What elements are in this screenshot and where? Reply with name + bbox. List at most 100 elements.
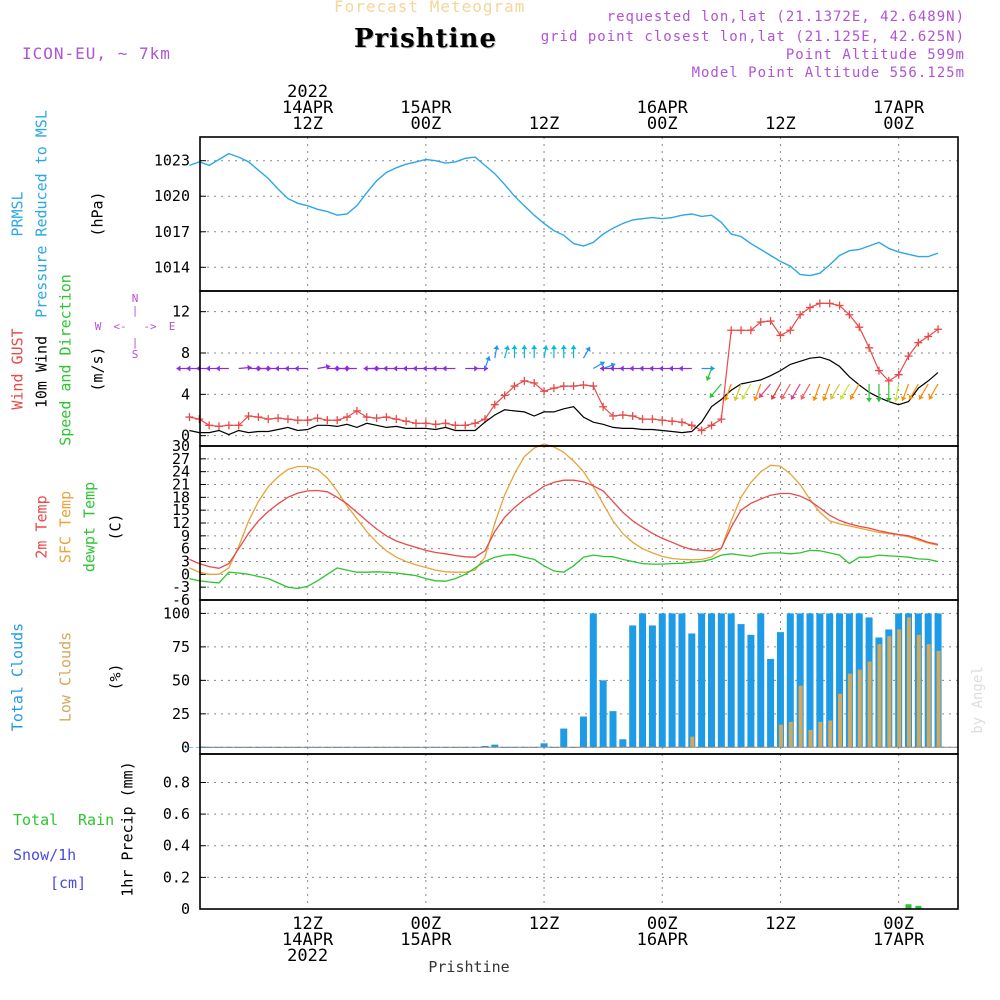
wind-arrow-head bbox=[383, 365, 388, 372]
wind-arrow-head bbox=[334, 365, 339, 372]
clouds-ytick-label: 0 bbox=[181, 738, 190, 756]
wind-direction-arrow bbox=[678, 365, 692, 372]
wind-direction-arrow bbox=[317, 363, 331, 370]
wind-arrow-head bbox=[255, 365, 260, 372]
low-cloud-bar bbox=[778, 724, 783, 748]
gust-marker bbox=[924, 332, 933, 341]
gust-marker bbox=[717, 415, 726, 424]
wind-arrow-head bbox=[849, 394, 855, 400]
sfc-temp-title: SFC Temp bbox=[57, 491, 75, 563]
requested-coords: requested lon,lat (21.1372E, 42.6489N) bbox=[606, 9, 965, 25]
wind-arrow-head bbox=[668, 365, 673, 372]
compass-down-bar: | bbox=[132, 336, 139, 349]
total-cloud-bar bbox=[185, 747, 193, 748]
wind-arrow-head bbox=[629, 365, 634, 372]
top-time-label: 00Z bbox=[647, 114, 678, 134]
wind-direction-arrow bbox=[493, 345, 500, 359]
total-cloud-bar bbox=[648, 625, 656, 748]
wind-arrow-head bbox=[875, 398, 882, 402]
gust-marker bbox=[786, 326, 795, 335]
low-cloud-bar bbox=[857, 669, 862, 748]
compass-west: W bbox=[95, 320, 102, 333]
wind-direction-arrow bbox=[521, 345, 528, 359]
wind-direction-arrow bbox=[511, 345, 518, 359]
total-cloud-bar bbox=[560, 728, 568, 748]
gust-marker bbox=[934, 325, 943, 334]
gust-marker bbox=[451, 421, 460, 430]
wind-arrow-head bbox=[741, 394, 747, 400]
wind-arrow-head bbox=[885, 398, 892, 402]
clouds-ytick-label: 75 bbox=[172, 638, 190, 656]
wind-direction-arrow bbox=[550, 345, 557, 359]
wind-arrow-head bbox=[393, 365, 398, 372]
low-cloud-bar bbox=[887, 636, 892, 748]
total-cloud-bar bbox=[767, 658, 775, 748]
wind-arrow-head bbox=[710, 365, 715, 372]
temp-unit: (C) bbox=[107, 513, 125, 540]
temp-ytick-label: -3 bbox=[172, 578, 190, 596]
total-cloud-bar bbox=[826, 613, 834, 748]
wind-arrow-head bbox=[900, 396, 907, 401]
gust-marker bbox=[589, 382, 598, 391]
wind-arrow-head bbox=[659, 365, 664, 372]
wind-arrow-head bbox=[759, 392, 764, 398]
gust-marker bbox=[884, 376, 893, 385]
wind-arrow-head bbox=[247, 364, 252, 371]
bottom-time-label: 14APR bbox=[282, 930, 334, 950]
gust-marker bbox=[658, 416, 667, 425]
bottom-time-label: 17APR bbox=[873, 930, 925, 950]
total-cloud-bar bbox=[579, 716, 587, 748]
low-cloud-bar bbox=[818, 721, 823, 748]
gust-marker bbox=[510, 382, 519, 391]
precip-ytick-label: 0.4 bbox=[163, 837, 190, 855]
wind-direction-arrow bbox=[849, 383, 860, 400]
temp-ytick-label: 12 bbox=[172, 514, 190, 532]
precip-title: 1hr Precip (mm) bbox=[119, 761, 137, 896]
total-cloud-bar bbox=[836, 613, 844, 748]
gust-marker bbox=[244, 412, 253, 421]
wind-direction-arrow bbox=[780, 383, 791, 400]
total-cloud-bar bbox=[599, 680, 607, 748]
gust-marker bbox=[352, 406, 361, 415]
wind-arrow-head bbox=[639, 365, 644, 372]
low-cloud-bar bbox=[877, 644, 882, 748]
clouds-frame bbox=[199, 599, 959, 755]
wind-direction-arrow bbox=[800, 383, 811, 400]
gust-marker bbox=[215, 422, 223, 431]
wind-arrow-head bbox=[600, 365, 604, 372]
wind-arrow-head bbox=[531, 345, 538, 350]
wind-arrow-head bbox=[274, 365, 279, 372]
wind-arrow-head bbox=[678, 365, 683, 372]
temp-ytick-label: 18 bbox=[172, 488, 190, 506]
wind-line bbox=[189, 356, 939, 436]
wind-arrow-head bbox=[822, 396, 828, 401]
wind-arrow-head bbox=[325, 363, 331, 370]
city-title: Prishtine bbox=[354, 24, 497, 54]
pressure-ytick-label: 1017 bbox=[154, 223, 190, 241]
footer-city-label: Prishtine bbox=[428, 958, 509, 976]
wind-direction-arrow bbox=[875, 384, 882, 402]
wind-arrow-head bbox=[403, 365, 407, 372]
wind-direction-arrow bbox=[900, 383, 910, 402]
clouds-unit: (%) bbox=[107, 663, 125, 690]
wind-arrow-head bbox=[186, 365, 191, 372]
bottom-time-label: 00Z bbox=[410, 914, 441, 934]
top-time-label: 12Z bbox=[292, 114, 323, 134]
gust-marker bbox=[894, 370, 903, 379]
gust-marker bbox=[756, 318, 765, 326]
gust-marker bbox=[796, 310, 805, 319]
gust-marker bbox=[224, 421, 233, 430]
wind-arrow-head bbox=[705, 375, 712, 381]
bottom-time-label: 15APR bbox=[400, 930, 452, 950]
wind-direction-arrow bbox=[582, 346, 591, 359]
wind-arrow-head bbox=[265, 365, 270, 372]
low-cloud-bar bbox=[867, 661, 872, 748]
top-time-label: 14APR bbox=[282, 98, 334, 118]
wind-arrow-head bbox=[294, 365, 299, 372]
low-cloud-bar bbox=[897, 629, 902, 748]
gust-marker bbox=[865, 343, 874, 352]
wind-direction-arrow bbox=[893, 383, 900, 402]
temp-ytick-label: 27 bbox=[172, 450, 190, 468]
wind-direction-arrow bbox=[215, 365, 229, 372]
gust-marker bbox=[264, 415, 273, 424]
